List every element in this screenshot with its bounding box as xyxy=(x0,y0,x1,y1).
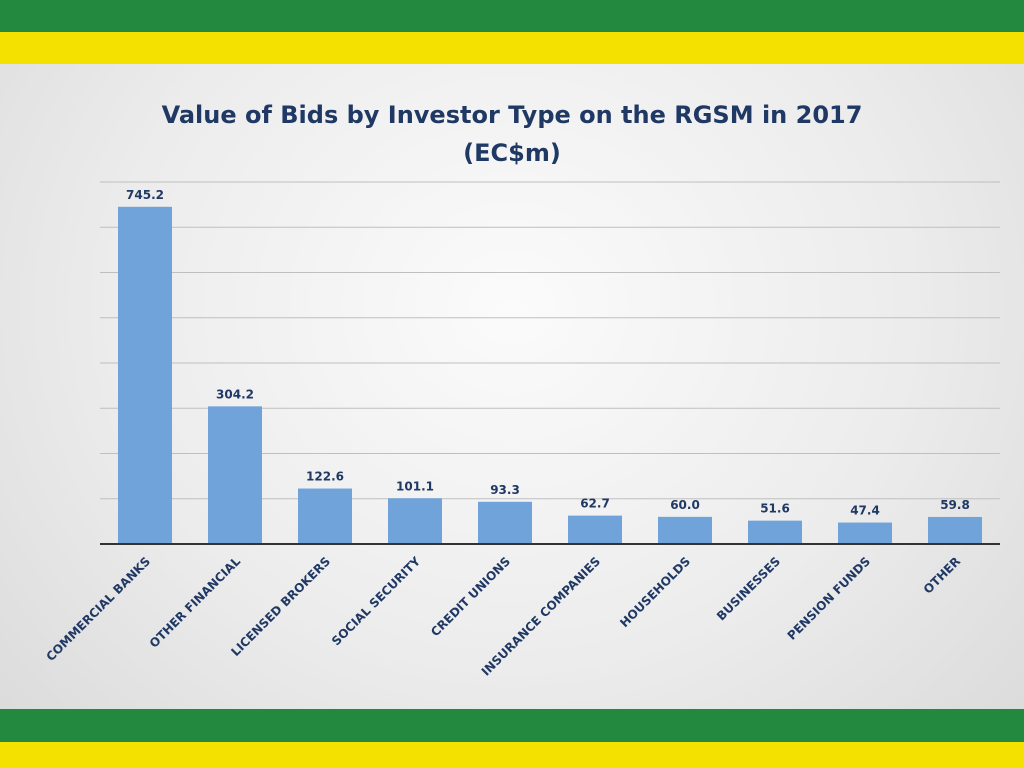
category-label: HOUSEHOLDS xyxy=(617,554,693,630)
category-label: PENSION FUNDS xyxy=(785,554,873,642)
chart-title: Value of Bids by Investor Type on the RG… xyxy=(161,101,863,129)
category-label: LICENSED BROKERS xyxy=(228,554,333,659)
bar xyxy=(748,520,802,544)
category-label: COMMERCIAL BANKS xyxy=(43,554,153,664)
data-label: 93.3 xyxy=(490,483,520,497)
top-green-band xyxy=(0,0,1024,32)
bar xyxy=(838,522,892,544)
data-label: 304.2 xyxy=(216,387,254,401)
data-label: 122.6 xyxy=(306,470,344,484)
data-label: 60.0 xyxy=(670,498,700,512)
bottom-green-band xyxy=(0,709,1024,742)
chart-subtitle: (EC$m) xyxy=(463,139,561,167)
category-label: OTHER FINANCIAL xyxy=(147,554,244,651)
bar xyxy=(658,516,712,544)
data-label: 745.2 xyxy=(126,188,164,202)
bottom-yellow-band xyxy=(0,742,1024,768)
category-label: BUSINESSES xyxy=(714,554,783,623)
data-label: 51.6 xyxy=(760,502,790,516)
bar xyxy=(388,498,442,544)
bar xyxy=(478,501,532,544)
category-label: OTHER xyxy=(921,554,963,596)
data-label: 59.8 xyxy=(940,498,970,512)
bar xyxy=(298,488,352,544)
bar xyxy=(208,406,262,544)
bar xyxy=(568,515,622,544)
category-label: SOCIAL SECURITY xyxy=(329,554,423,648)
bar xyxy=(118,206,172,544)
bar xyxy=(928,516,982,544)
data-label: 62.7 xyxy=(580,497,610,511)
top-yellow-band xyxy=(0,32,1024,64)
data-label: 101.1 xyxy=(396,479,434,493)
category-label: CREDIT UNIONS xyxy=(428,554,513,639)
data-label: 47.4 xyxy=(850,504,880,518)
